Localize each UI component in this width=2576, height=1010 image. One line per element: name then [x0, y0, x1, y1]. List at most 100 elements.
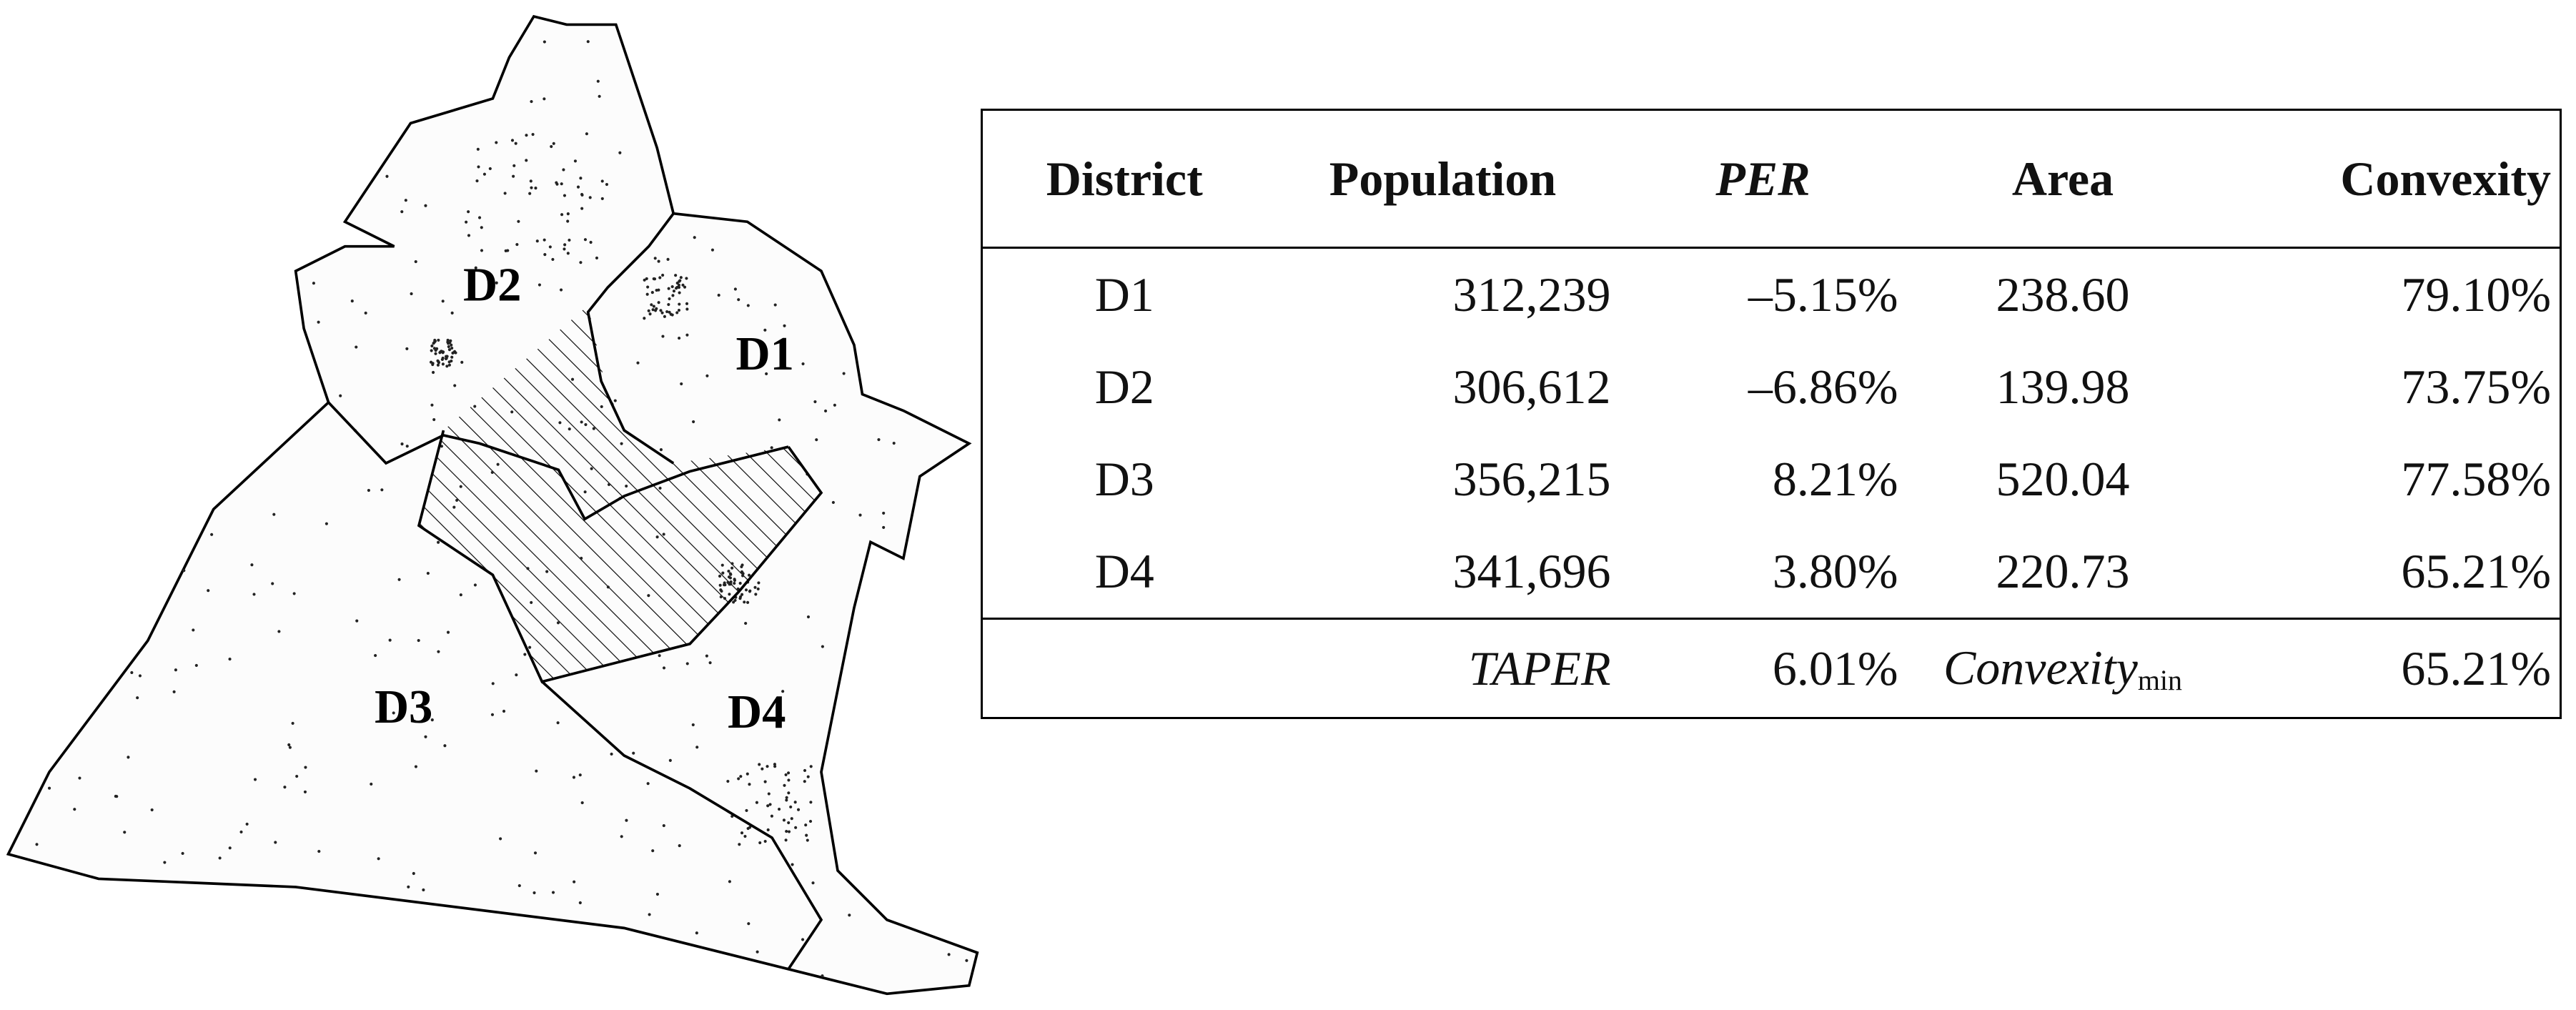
dot [806, 775, 810, 778]
dot [477, 216, 482, 219]
dot [163, 861, 167, 864]
dot [679, 276, 683, 279]
dot [785, 798, 788, 802]
dot [738, 597, 742, 600]
dot [370, 782, 373, 786]
dot [440, 357, 444, 362]
dot [579, 177, 583, 180]
dot [452, 505, 456, 509]
dot [648, 913, 651, 916]
dot [755, 801, 758, 804]
dot [414, 259, 417, 264]
district-map: D1 D2 D3 D4 [6, 14, 979, 996]
dot [339, 394, 342, 397]
convexity-min-label: Convexitymin [1906, 618, 2219, 718]
dot [515, 673, 518, 677]
dot [744, 622, 748, 625]
dot [253, 778, 257, 781]
dot [733, 581, 736, 585]
dot [437, 650, 440, 653]
dot [514, 142, 517, 145]
dot [526, 567, 530, 570]
dot [658, 276, 662, 279]
dot [892, 441, 896, 445]
dot [723, 583, 727, 587]
dot [405, 445, 409, 448]
dot [595, 256, 599, 259]
dot [529, 179, 532, 183]
dot [445, 355, 449, 358]
dot [766, 765, 769, 768]
dot [550, 144, 553, 149]
dot [447, 345, 450, 349]
dot [665, 310, 669, 314]
dot [675, 311, 679, 315]
dot [455, 498, 459, 502]
convexity-min-value: 65.21% [2219, 618, 2561, 718]
dot [388, 638, 392, 642]
dot [576, 185, 580, 189]
dot [729, 580, 733, 584]
dot [560, 213, 564, 217]
dot [397, 578, 401, 581]
dot [482, 172, 486, 176]
dot [789, 805, 793, 809]
district-boundary [417, 430, 823, 683]
district-boundary [327, 401, 789, 521]
dot [882, 511, 886, 515]
dot [763, 328, 767, 332]
dot [821, 974, 824, 978]
dot [678, 302, 681, 306]
dot [512, 174, 515, 178]
dot [643, 278, 646, 282]
header-cell: Population [1266, 109, 1620, 249]
dot [648, 312, 652, 316]
dot [454, 351, 457, 355]
dot [765, 372, 768, 376]
dot [303, 790, 307, 793]
dot [450, 355, 454, 359]
district-label: D4 [728, 686, 786, 738]
dot [668, 758, 672, 762]
dot [437, 338, 440, 342]
dot [662, 666, 666, 670]
dot [809, 765, 813, 768]
dot [748, 783, 751, 786]
dot [424, 735, 427, 738]
dot [705, 374, 709, 377]
dot [580, 801, 584, 805]
dot [517, 219, 520, 223]
dot [568, 238, 571, 242]
dot [304, 766, 307, 769]
dot [429, 360, 433, 364]
dot [600, 179, 604, 183]
dot [194, 663, 198, 667]
dot [538, 283, 541, 287]
dot [680, 382, 683, 386]
cell: D3 [1094, 452, 1154, 506]
dot [583, 490, 587, 494]
dot [239, 830, 243, 834]
dot [787, 791, 791, 795]
dot [747, 573, 751, 577]
dot [447, 360, 451, 364]
dot [645, 292, 649, 296]
dot [659, 309, 663, 312]
dot [218, 856, 222, 860]
cell: –5.15% [1748, 267, 1898, 322]
dot [467, 234, 471, 237]
dot [606, 585, 610, 589]
dot [566, 252, 570, 255]
dot [590, 467, 593, 470]
header-cell: Area [1906, 109, 2219, 249]
dot [646, 782, 650, 786]
dot [730, 562, 734, 565]
dot [364, 311, 367, 315]
dot [767, 792, 771, 796]
dot [806, 838, 809, 842]
dot [579, 261, 583, 264]
dot [288, 746, 292, 749]
dot [588, 196, 592, 199]
dot [450, 346, 454, 350]
dot [578, 901, 582, 905]
